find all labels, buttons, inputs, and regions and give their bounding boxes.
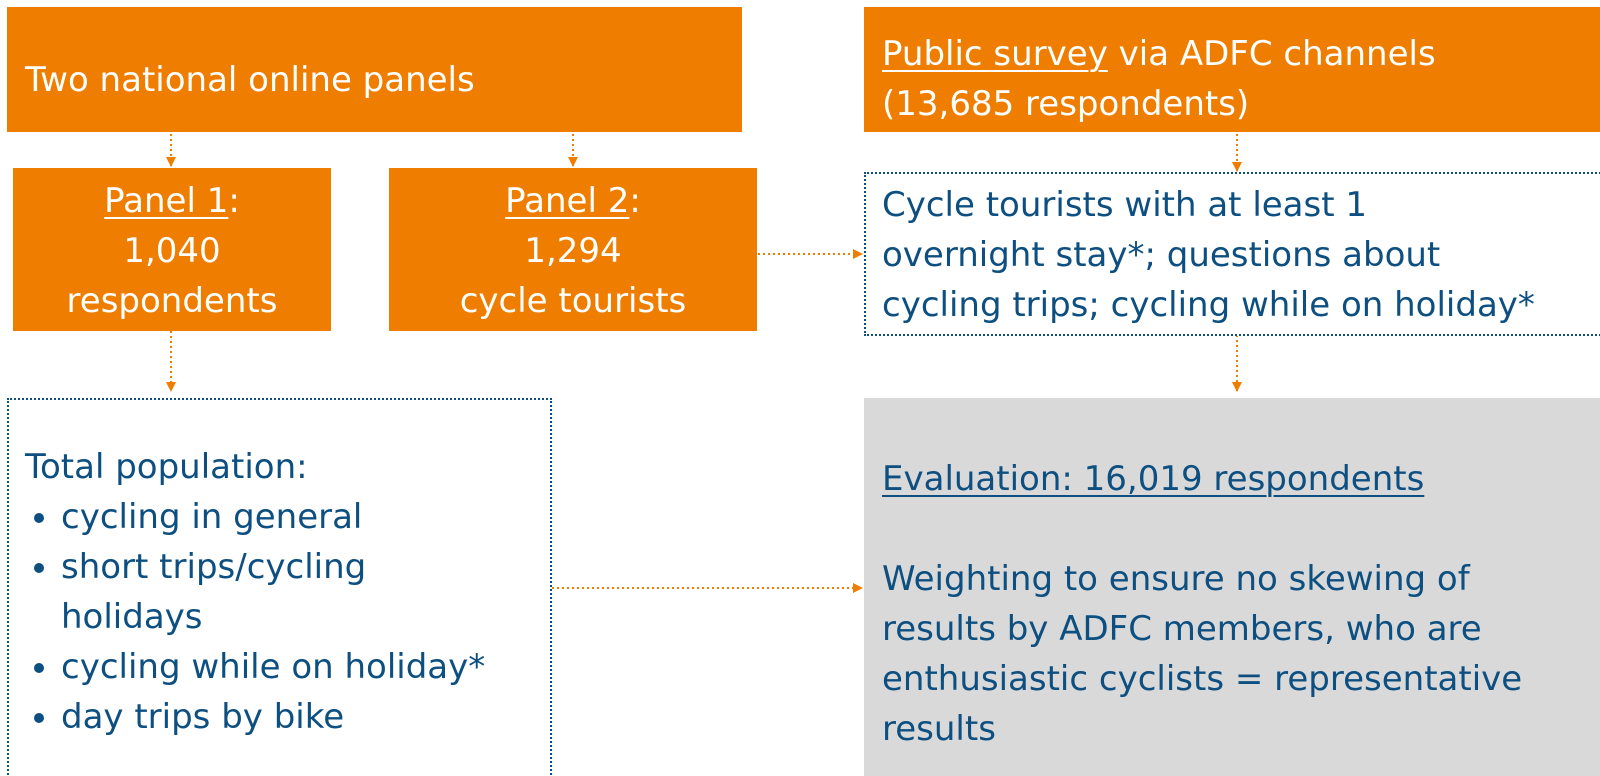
count: 1,040 xyxy=(123,231,221,271)
item-list: cycling in general short trips/cycling h… xyxy=(25,492,540,742)
label: Public survey xyxy=(882,34,1108,74)
panels-box: Two national online panels xyxy=(7,7,742,132)
colon: : xyxy=(228,181,240,221)
title: Evaluation: 16,019 respondents xyxy=(882,459,1425,499)
count: (13,685 respondents) xyxy=(882,84,1250,124)
label: Panel 1 xyxy=(104,181,229,221)
item: cycling while on holiday* xyxy=(61,642,540,692)
panel-1: Panel 1: 1,040 respondents xyxy=(13,168,331,331)
public-survey: Public survey via ADFC channels (13,685 … xyxy=(864,7,1600,132)
rest: via ADFC channels xyxy=(1107,34,1436,74)
panel-2: Panel 2: 1,294 cycle tourists xyxy=(389,168,757,331)
title: Total population: xyxy=(25,447,308,487)
title: Two national online panels xyxy=(25,60,475,100)
colon: : xyxy=(629,181,641,221)
total-population: Total population: cycling in general sho… xyxy=(7,398,552,776)
count: 1,294 xyxy=(524,231,622,271)
item: short trips/cycling holidays xyxy=(61,542,441,642)
item: cycling in general xyxy=(61,492,540,542)
evaluation: Evaluation: 16,019 respondents Weighting… xyxy=(864,398,1600,776)
label: Panel 2 xyxy=(505,181,630,221)
item: day trips by bike xyxy=(61,692,540,742)
line: cycling trips; cycling while on holiday* xyxy=(882,285,1535,325)
connectors xyxy=(166,134,1242,593)
text: Weighting to ensure no skewing of result… xyxy=(882,559,1523,749)
line: overnight stay*; questions about xyxy=(882,235,1441,275)
unit: cycle tourists xyxy=(459,281,687,321)
line: Cycle tourists with at least 1 xyxy=(882,185,1367,225)
cycle-tourists: Cycle tourists with at least 1 overnight… xyxy=(864,172,1600,336)
unit: respondents xyxy=(66,281,278,321)
